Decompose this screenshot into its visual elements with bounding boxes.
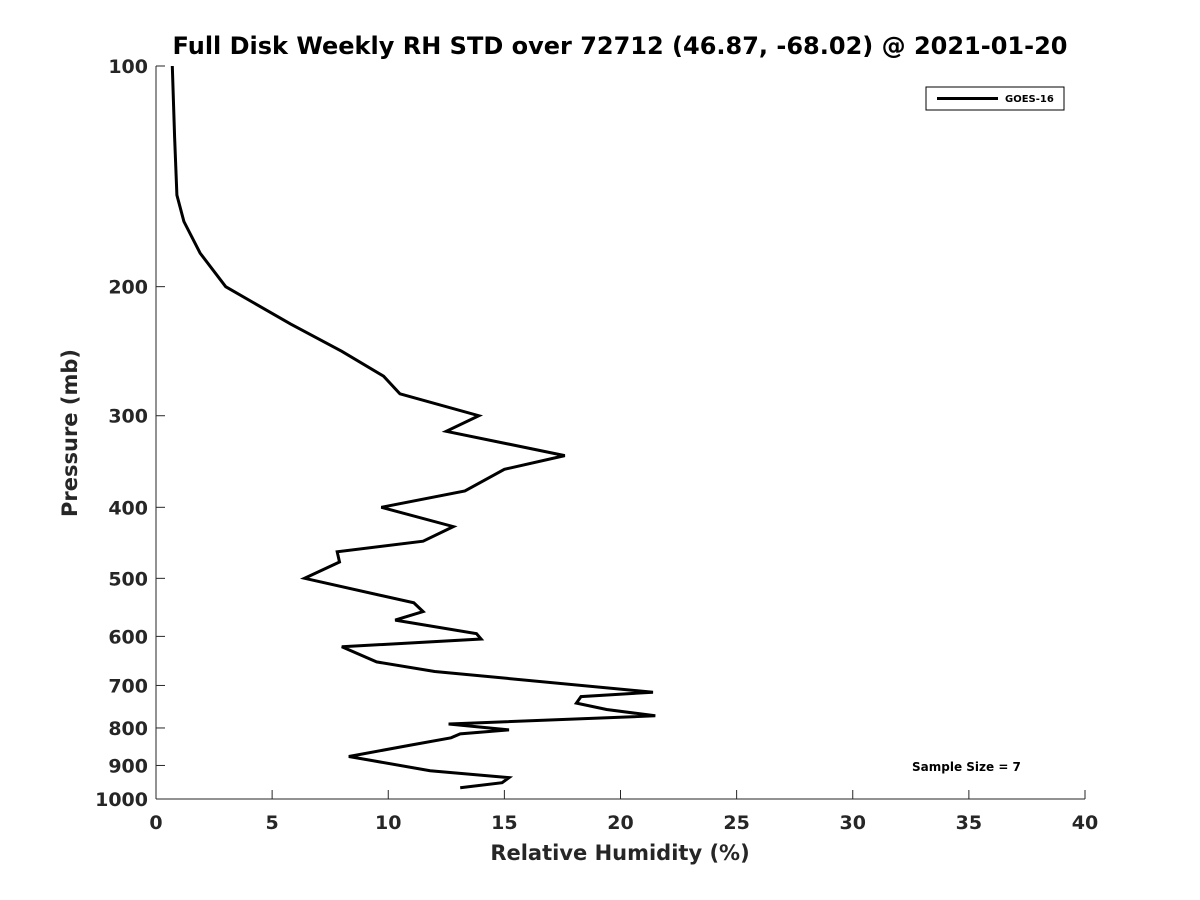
x-tick-label: 25 xyxy=(723,812,749,834)
y-tick-label: 900 xyxy=(108,755,148,777)
x-tick-label: 0 xyxy=(149,812,162,834)
x-tick-label: 5 xyxy=(266,812,279,834)
y-tick-label: 300 xyxy=(108,406,148,428)
y-tick-label: 400 xyxy=(108,497,148,519)
series-line-goes-16 xyxy=(170,65,656,790)
x-axis-ticks: 0 5 10 15 20 25 30 35 40 xyxy=(149,790,1098,834)
x-tick-label: 20 xyxy=(607,812,633,834)
y-tick-label: 700 xyxy=(108,675,148,697)
x-tick-label: 15 xyxy=(491,812,517,834)
legend: GOES-16 xyxy=(925,86,1065,111)
x-tick-label: 40 xyxy=(1072,812,1098,834)
series-layer xyxy=(170,65,656,790)
y-axis-ticks: 100 200 300 400 500 600 700 800 900 1000 xyxy=(95,56,165,811)
y-tick-label: 500 xyxy=(108,568,148,590)
y-tick-label: 200 xyxy=(108,277,148,299)
y-tick-label: 1000 xyxy=(95,789,148,811)
sample-size-annotation: Sample Size = 7 xyxy=(912,760,1021,774)
x-tick-label: 10 xyxy=(375,812,401,834)
chart-title: Full Disk Weekly RH STD over 72712 (46.8… xyxy=(173,32,1068,60)
x-axis-label: Relative Humidity (%) xyxy=(490,841,749,865)
x-tick-label: 30 xyxy=(840,812,866,834)
x-tick-label: 35 xyxy=(956,812,982,834)
y-tick-label: 600 xyxy=(108,626,148,648)
y-axis-label: Pressure (mb) xyxy=(58,349,82,517)
y-tick-label: 100 xyxy=(108,56,148,78)
y-tick-label: 800 xyxy=(108,718,148,740)
legend-label-goes-16: GOES-16 xyxy=(1005,94,1054,105)
